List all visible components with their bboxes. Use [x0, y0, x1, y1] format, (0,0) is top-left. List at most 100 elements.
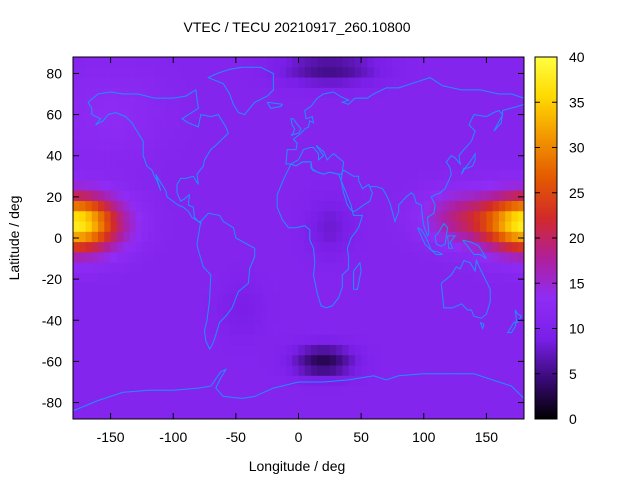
heatmap-cell [361, 355, 368, 367]
heatmap-cell [254, 252, 262, 264]
heatmap-cell [461, 108, 469, 120]
heatmap-cell [123, 190, 130, 202]
heatmap-cell [461, 416, 469, 419]
heatmap-cell [379, 98, 387, 110]
heatmap-cell [110, 139, 118, 151]
heatmap-cell [91, 283, 99, 295]
heatmap-cell [492, 108, 500, 120]
heatmap-cell [361, 406, 368, 418]
heatmap-cell [323, 293, 331, 305]
heatmap-cell [336, 108, 343, 120]
heatmap-cell [473, 283, 481, 295]
heatmap-cell [235, 303, 243, 315]
heatmap-cell [242, 416, 249, 419]
heatmap-cell [173, 396, 181, 408]
heatmap-cell [116, 231, 124, 243]
heatmap-cell [379, 67, 387, 79]
heatmap-cell [367, 324, 375, 336]
heatmap-cell [135, 231, 143, 243]
heatmap-cell [511, 314, 519, 325]
heatmap-cell [79, 108, 87, 120]
coastline [506, 309, 523, 334]
heatmap-cell [336, 344, 343, 356]
heatmap-cell [367, 386, 375, 397]
heatmap-cell [85, 396, 93, 408]
heatmap-cell [242, 77, 249, 89]
colorbar-tick-label: 30 [569, 140, 585, 156]
heatmap-cell [492, 303, 500, 315]
heatmap-cell [379, 365, 387, 377]
heatmap-cell [217, 283, 224, 295]
heatmap-cell [217, 87, 224, 99]
heatmap-cell [336, 262, 343, 274]
heatmap-cell [304, 118, 312, 130]
heatmap-cell [455, 334, 462, 346]
heatmap-cell [223, 57, 231, 68]
heatmap-cell [336, 386, 343, 397]
heatmap-cell [480, 128, 488, 140]
heatmap-cell [329, 416, 337, 419]
heatmap-cell [304, 211, 312, 223]
heatmap-cell [192, 314, 199, 325]
heatmap-cell [323, 365, 331, 377]
heatmap-cell [373, 272, 381, 284]
heatmap-cell [354, 87, 362, 99]
heatmap-cell [279, 396, 287, 408]
heatmap-cell [73, 396, 80, 408]
heatmap-cell [361, 242, 368, 253]
heatmap-cell [267, 149, 275, 161]
heatmap-cell [166, 375, 174, 387]
heatmap-cell [461, 262, 469, 274]
heatmap-cell [354, 149, 362, 161]
heatmap-cell [354, 98, 362, 110]
heatmap-cell [342, 221, 350, 233]
heatmap-cell [273, 396, 281, 408]
heatmap-cell [342, 87, 350, 99]
heatmap-cell [304, 159, 312, 171]
heatmap-cell [423, 262, 431, 274]
heatmap-cell [323, 108, 331, 120]
heatmap-cell [486, 221, 494, 233]
heatmap-cell [154, 303, 162, 315]
heatmap-cell [123, 128, 130, 140]
heatmap-cell [292, 375, 300, 387]
heatmap-cell [342, 190, 350, 202]
heatmap-cell [254, 406, 262, 418]
heatmap-cell [392, 334, 400, 346]
heatmap-cell [235, 57, 243, 68]
heatmap-cell [267, 77, 275, 89]
heatmap-cell [204, 231, 212, 243]
heatmap-cell [129, 406, 137, 418]
heatmap-cell [91, 57, 99, 68]
heatmap-cell [192, 334, 199, 346]
heatmap-cell [98, 221, 105, 233]
heatmap-cell [123, 211, 130, 223]
heatmap-cell [498, 190, 506, 202]
heatmap-cell [129, 334, 137, 346]
heatmap-cell [423, 324, 431, 336]
heatmap-cell [267, 314, 275, 325]
heatmap-cell [398, 283, 406, 295]
heatmap-cell [279, 57, 287, 68]
heatmap-cell [104, 87, 112, 99]
heatmap-cell [129, 190, 137, 202]
heatmap-cell [486, 128, 494, 140]
heatmap-cell [85, 128, 93, 140]
heatmap-cell [505, 221, 513, 233]
heatmap-cell [141, 303, 149, 315]
heatmap-cell [480, 386, 488, 397]
heatmap-cell [242, 128, 249, 140]
heatmap-cell [260, 221, 268, 233]
heatmap-cell [160, 396, 168, 408]
heatmap-cell [91, 159, 99, 171]
heatmap-cell [248, 77, 256, 89]
heatmap-cell [279, 221, 287, 233]
heatmap-cell [411, 200, 419, 212]
heatmap-cell [110, 314, 118, 325]
heatmap-cell [404, 170, 412, 182]
heatmap-cell [517, 344, 524, 356]
heatmap-cell [210, 108, 218, 120]
heatmap-cell [517, 272, 524, 284]
heatmap-cell [379, 159, 387, 171]
heatmap-cell [229, 365, 237, 377]
